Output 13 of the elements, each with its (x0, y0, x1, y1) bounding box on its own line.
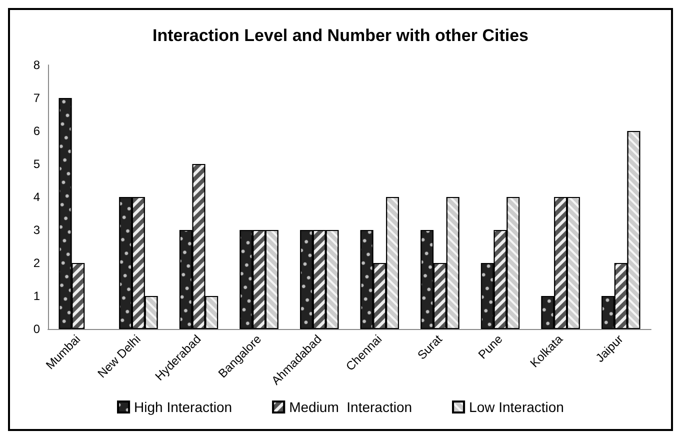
y-tick-label: 3 (33, 223, 40, 237)
y-tick-label: 8 (33, 58, 40, 72)
legend-label: High Interaction (134, 399, 232, 415)
y-tick-label: 4 (33, 190, 40, 204)
y-tick-label: 6 (33, 124, 40, 138)
chart-title: Interaction Level and Number with other Cities (152, 26, 528, 45)
y-tick-label: 2 (33, 256, 40, 270)
legend-label: Low Interaction (469, 399, 564, 415)
y-tick-label: 0 (33, 322, 40, 336)
y-tick-label: 5 (33, 157, 40, 171)
legend-label: Medium Interaction (289, 399, 412, 415)
y-tick-label: 1 (33, 289, 40, 303)
y-tick-label: 7 (33, 91, 40, 105)
